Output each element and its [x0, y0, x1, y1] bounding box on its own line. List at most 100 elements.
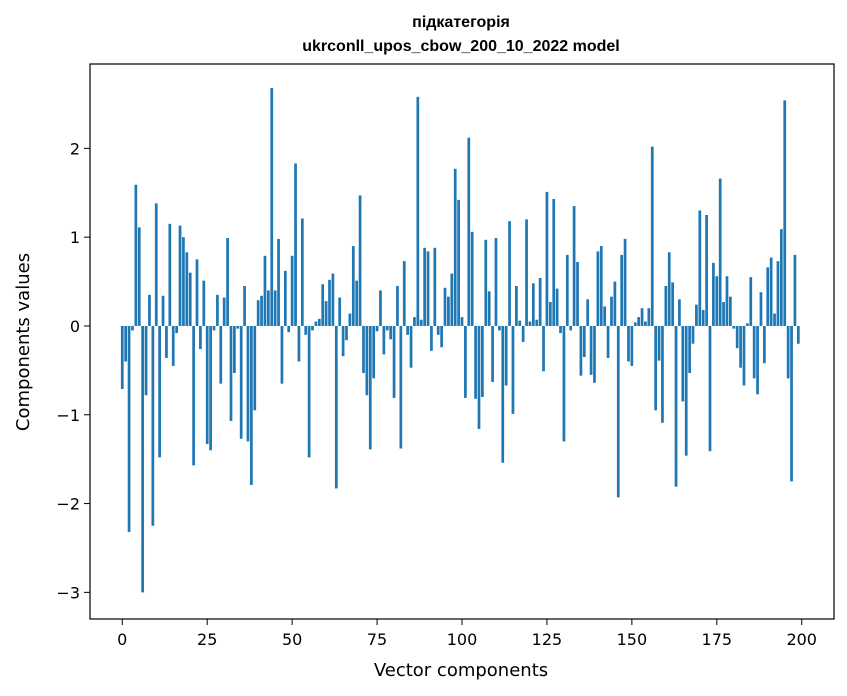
bar-18	[182, 237, 185, 326]
bar-122	[535, 319, 539, 326]
bar-185	[749, 277, 753, 326]
bar-26	[209, 325, 212, 451]
bar-19	[185, 252, 189, 326]
bar-78	[385, 325, 389, 331]
x-tick-label-175: 175	[702, 630, 733, 649]
bar-45	[273, 290, 277, 326]
bar-92	[433, 247, 437, 326]
bar-11	[158, 325, 161, 458]
bar-57	[314, 321, 318, 326]
bar-79	[389, 325, 393, 340]
bar-169	[695, 304, 698, 326]
bar-175	[715, 276, 719, 326]
bar-115	[511, 325, 515, 414]
bar-143	[606, 325, 610, 358]
bar-93	[436, 325, 440, 335]
bar-43	[267, 290, 270, 326]
bar-157	[654, 325, 657, 411]
bar-108	[487, 291, 491, 326]
bar-83	[402, 261, 406, 326]
bar-159	[661, 325, 664, 423]
bar-136	[582, 325, 586, 358]
bar-130	[562, 325, 566, 442]
bar-17	[178, 225, 182, 326]
bar-160	[664, 286, 668, 326]
bar-40	[256, 300, 260, 326]
bar-161	[667, 252, 671, 326]
bar-106	[481, 325, 484, 397]
bar-158	[657, 325, 661, 361]
bar-97	[450, 273, 454, 326]
bar-152	[637, 317, 641, 326]
bar-112	[501, 325, 505, 463]
bar-177	[722, 301, 725, 326]
bar-101	[464, 325, 467, 398]
bar-179	[729, 296, 732, 326]
bar-107	[484, 239, 488, 326]
bar-51	[294, 163, 297, 326]
bar-153	[640, 308, 644, 326]
bar-87	[416, 96, 420, 326]
bar-98	[453, 168, 457, 326]
bar-49	[287, 325, 291, 333]
y-tick-label--3: −3	[56, 583, 80, 602]
bar-88	[419, 319, 423, 326]
bar-131	[565, 254, 569, 326]
bar-28	[216, 294, 219, 326]
bar-60	[324, 301, 328, 326]
bar-144	[610, 296, 613, 326]
bar-156	[650, 146, 654, 326]
bar-133	[572, 206, 576, 326]
bar-77	[382, 325, 386, 355]
x-tick-label-50: 50	[282, 630, 302, 649]
bar-192	[773, 313, 776, 326]
bar-162	[671, 282, 674, 326]
bar-8	[148, 294, 151, 326]
x-axis-ticks: 0 25 50 75 100 125 150 175 200	[117, 619, 817, 649]
bar-188	[759, 292, 763, 326]
bar-168	[691, 325, 695, 344]
bar-111	[498, 325, 501, 331]
bar-132	[569, 325, 573, 331]
bar-44	[270, 87, 274, 326]
bars-group	[120, 87, 800, 593]
bar-31	[226, 238, 229, 326]
bar-155	[647, 308, 651, 326]
bar-163	[674, 325, 678, 487]
bar-114	[508, 221, 511, 326]
bar-0	[120, 325, 124, 390]
bar-187	[756, 325, 759, 395]
bar-105	[477, 325, 481, 429]
y-axis-label: Components values	[13, 253, 34, 431]
bar-47	[280, 325, 284, 384]
y-tick-label-0: 0	[70, 317, 80, 336]
bar-14	[168, 223, 172, 326]
x-tick-label-125: 125	[532, 630, 563, 649]
bar-3	[131, 325, 134, 331]
bar-170	[698, 210, 702, 326]
bar-113	[504, 325, 508, 386]
bar-21	[192, 325, 195, 466]
bar-186	[752, 325, 756, 379]
bar-195	[783, 100, 787, 326]
bar-134	[576, 262, 579, 326]
bar-23	[199, 325, 202, 350]
bar-58	[317, 318, 321, 326]
bar-50	[290, 255, 294, 326]
bar-13	[165, 325, 168, 358]
bar-128	[555, 288, 559, 326]
bar-191	[769, 257, 773, 326]
bar-35	[239, 325, 243, 439]
x-tick-label-100: 100	[447, 630, 478, 649]
bar-117	[518, 320, 522, 326]
bar-80	[392, 325, 396, 398]
bar-180	[732, 325, 736, 329]
bar-120	[528, 321, 532, 326]
bar-41	[260, 295, 263, 326]
bar-125	[545, 191, 549, 326]
x-tick-label-150: 150	[617, 630, 648, 649]
bar-12	[161, 295, 165, 326]
bar-63	[334, 325, 338, 489]
y-tick-label--1: −1	[56, 406, 80, 425]
bar-135	[579, 325, 583, 376]
